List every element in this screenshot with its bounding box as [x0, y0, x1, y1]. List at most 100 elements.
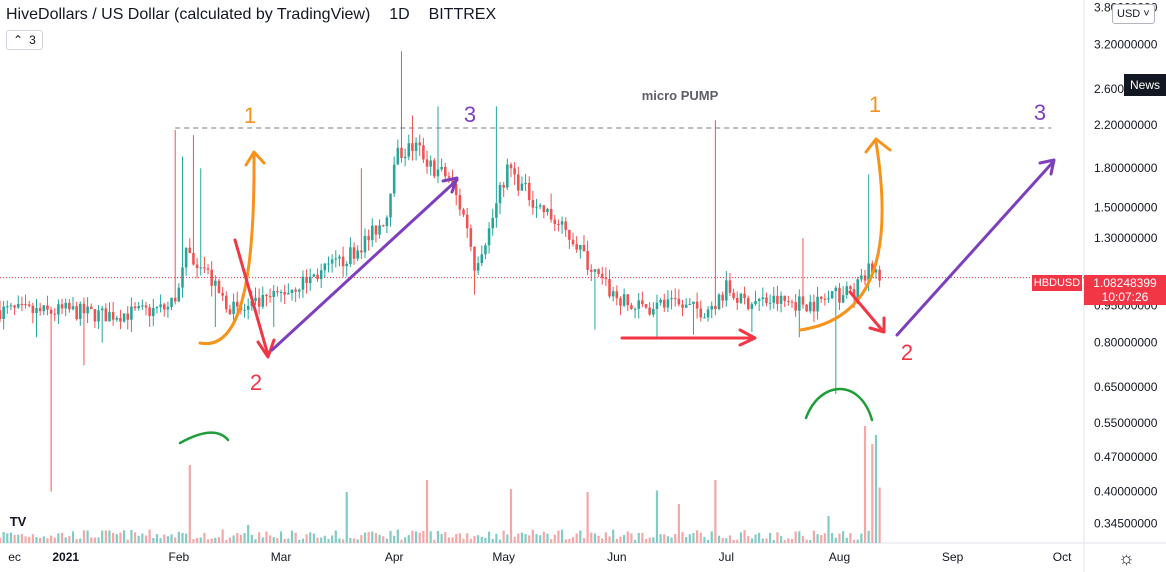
candle-body	[801, 296, 805, 305]
candle-body	[20, 303, 24, 305]
ticker-label: HBDUSD	[1033, 277, 1081, 289]
candle-body	[502, 185, 505, 188]
candle-body	[765, 297, 768, 304]
candle-body	[834, 287, 838, 292]
volume-bar	[309, 532, 312, 543]
volume-bar	[352, 538, 356, 543]
candle-body	[790, 301, 794, 303]
candle-body	[352, 247, 356, 259]
volume-bar	[316, 537, 319, 543]
candle-body	[841, 295, 845, 303]
candle-body	[228, 309, 232, 315]
volume-bar	[298, 539, 301, 543]
candle-body	[637, 300, 640, 309]
candle-body	[0, 310, 2, 320]
candle-body	[133, 306, 137, 309]
volume-bar	[323, 535, 326, 543]
volume-bar	[93, 537, 96, 543]
candle-body	[111, 312, 115, 320]
volume-bar	[320, 537, 323, 543]
candle-body	[662, 299, 666, 308]
volume-bar	[513, 536, 516, 543]
volume-bar	[831, 532, 834, 543]
candle-body	[579, 245, 582, 250]
candle-body	[776, 295, 779, 304]
volume-bar	[112, 532, 115, 543]
candle-body	[414, 142, 418, 151]
currency-select[interactable]: USD ˅	[1112, 4, 1155, 24]
candle-body	[64, 302, 67, 309]
volume-bar	[122, 530, 126, 543]
volume-bar	[644, 539, 648, 543]
volume-bar	[371, 531, 374, 543]
candle-body	[235, 301, 239, 307]
candle-body	[878, 269, 881, 281]
volume-bar	[550, 539, 553, 543]
volume-bar	[152, 537, 155, 543]
candle-body	[214, 280, 217, 286]
volume-bar	[181, 532, 184, 543]
volume-bar	[155, 534, 159, 543]
volume-bar	[206, 539, 210, 543]
candle-body	[93, 309, 97, 322]
volume-bar	[243, 533, 246, 543]
price-tick-label: 0.80000000	[1094, 336, 1158, 350]
volume-bar	[623, 534, 626, 543]
candle-body	[593, 269, 597, 272]
candle-body	[874, 269, 878, 273]
candle-body	[655, 302, 659, 309]
volume-bar	[706, 539, 710, 543]
volume-bar	[404, 537, 407, 543]
indicators-toggle-button[interactable]: ⌃ 3	[6, 30, 43, 50]
candle-body	[49, 309, 53, 314]
gear-icon[interactable]: ☼	[1118, 548, 1135, 568]
price-tick-label: 0.47000000	[1094, 450, 1158, 464]
candle-body	[498, 185, 502, 204]
volume-bar	[60, 532, 64, 543]
interval-label[interactable]: 1D	[389, 6, 410, 23]
candle-body	[644, 304, 648, 308]
volume-bar	[568, 538, 571, 543]
candle-body	[265, 294, 268, 297]
price-tick-label: 1.80000000	[1094, 161, 1158, 175]
volume-bar	[199, 537, 202, 543]
candle-body	[170, 297, 173, 307]
candle-body	[356, 250, 359, 259]
volume-bar	[542, 531, 545, 543]
candle-body	[425, 159, 429, 167]
candle-body	[830, 291, 834, 299]
volume-bar	[604, 532, 607, 543]
volume-bar	[597, 535, 600, 543]
volume-bar	[776, 532, 779, 543]
candle-body	[9, 305, 13, 307]
price-tick-label: 1.30000000	[1094, 231, 1158, 245]
candle-body	[597, 269, 600, 274]
candle-body	[513, 168, 516, 175]
candle-body	[422, 145, 425, 160]
volume-bar	[188, 465, 191, 543]
price-tick-label: 0.65000000	[1094, 380, 1158, 394]
volume-bar	[487, 531, 491, 543]
volume-bar	[294, 532, 297, 543]
candle-body	[600, 273, 604, 278]
candle-body	[717, 294, 721, 310]
volume-bar	[425, 480, 429, 543]
candle-body	[108, 312, 111, 322]
currency-label: USD	[1117, 8, 1141, 20]
candle-body	[867, 263, 870, 281]
news-button[interactable]: News	[1124, 74, 1166, 96]
candle-body	[816, 296, 819, 312]
candle-body	[823, 298, 827, 300]
volume-bar	[414, 531, 418, 543]
candle-body	[604, 277, 608, 280]
volume-bar	[586, 492, 589, 543]
candle-body	[451, 177, 454, 185]
candle-body	[192, 252, 195, 265]
candle-body	[659, 299, 662, 303]
tradingview-logo-icon[interactable]: TV	[4, 510, 32, 532]
candle-body	[35, 308, 38, 314]
candle-body	[436, 169, 440, 177]
volume-bar	[871, 444, 874, 543]
volume-bar	[473, 536, 476, 543]
